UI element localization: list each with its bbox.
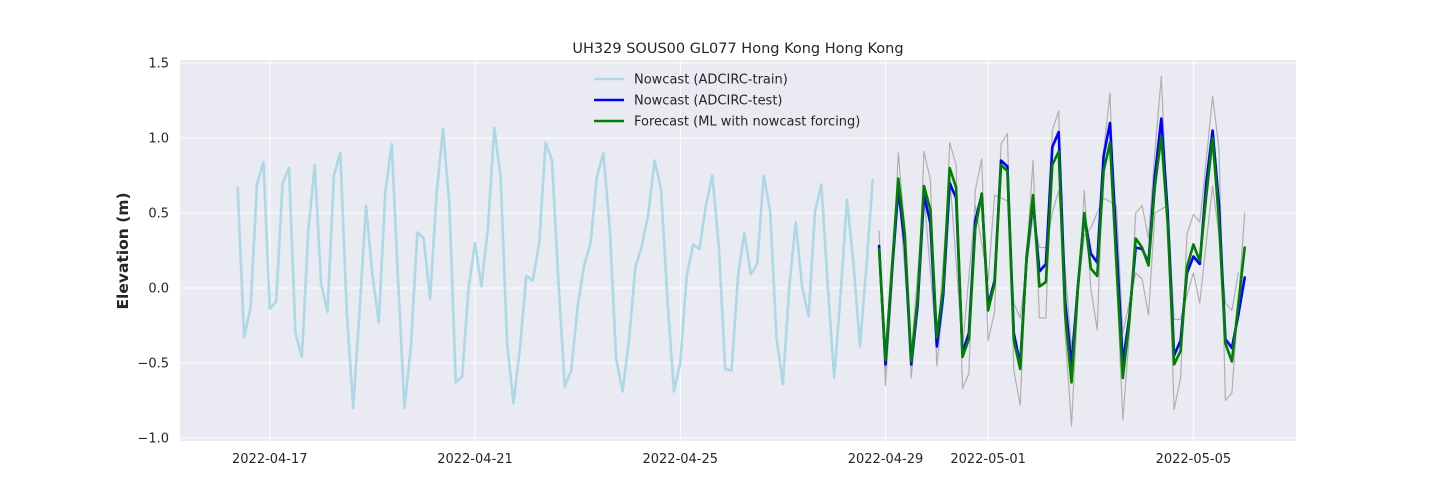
x-tick-label: 2022-04-25 — [642, 452, 718, 467]
x-tick-label: 2022-04-17 — [232, 452, 308, 467]
series-lines — [236, 75, 1246, 427]
x-tick-label: 2022-04-29 — [848, 452, 924, 467]
legend: Nowcast (ADCIRC-train) Nowcast (ADCIRC-te… — [594, 73, 860, 130]
y-tick-label: −0.5 — [137, 357, 169, 372]
legend-label: Nowcast (ADCIRC-test) — [634, 94, 783, 109]
legend-label: Nowcast (ADCIRC-train) — [634, 73, 788, 88]
series-line-0 — [236, 126, 875, 410]
x-tick-label: 2022-05-01 — [950, 452, 1026, 467]
legend-label: Forecast (ML with nowcast forcing) — [634, 115, 860, 130]
y-tick-label: 1.0 — [148, 132, 169, 147]
x-tick-label: 2022-04-21 — [437, 452, 513, 467]
series-line-2 — [877, 135, 1246, 384]
x-tick-label: 2022-05-05 — [1156, 452, 1232, 467]
y-tick-label: 0.0 — [148, 282, 169, 297]
y-tick-label: 1.5 — [148, 57, 169, 72]
chart-title: UH329 SOUS00 GL077 Hong Kong Hong Kong — [572, 41, 903, 57]
y-axis-label: Elevation (m) — [114, 192, 132, 309]
y-tick-label: −1.0 — [137, 432, 169, 447]
y-tick-label: 0.5 — [148, 207, 169, 222]
axis-tick-labels: 1.5 1.0 0.5 0.0 −0.5 −1.0 2022-04-17 2022-04-21… — [137, 57, 1231, 468]
